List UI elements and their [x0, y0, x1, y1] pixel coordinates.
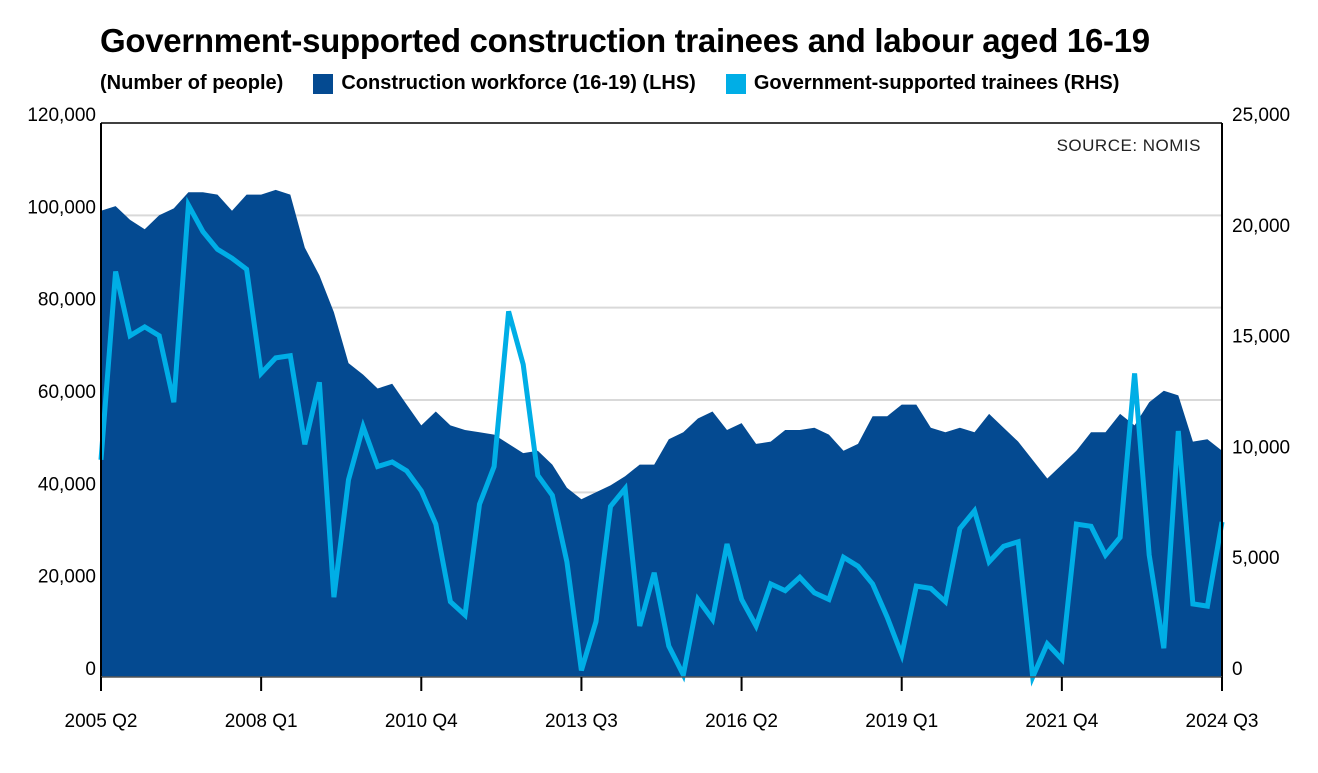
legend-swatch-trainees — [725, 73, 746, 94]
y-right-tick-label: 10,000 — [1232, 437, 1290, 458]
legend-label-trainees: Government-supported trainees (RHS) — [753, 72, 1120, 94]
y-right-tick-label: 15,000 — [1232, 327, 1290, 348]
x-tick-label: 2005 Q2 — [65, 711, 138, 732]
x-tick-label: 2016 Q2 — [705, 711, 778, 732]
y-left-tick-label: 0 — [85, 659, 96, 680]
y-left-tick-label: 20,000 — [38, 567, 96, 588]
y-right-tick-label: 5,000 — [1232, 548, 1280, 569]
legend-item-trainees: Government-supported trainees (RHS) — [725, 72, 1120, 95]
plot-frame — [100, 122, 1223, 691]
y-axis-left: 0 20,000 40,000 60,000 80,000 100,000 120,000 — [27, 105, 96, 680]
y-left-tick-label: 80,000 — [38, 290, 96, 311]
x-tick-label: 2013 Q3 — [545, 711, 618, 732]
y-right-tick-label: 20,000 — [1232, 216, 1290, 237]
y-left-tick-label: 100,000 — [27, 197, 96, 218]
y-left-tick-label: 40,000 — [38, 474, 96, 495]
source-note: SOURCE: NOMIS — [1057, 136, 1201, 155]
legend-label-workforce: Construction workforce (16-19) (LHS) — [341, 72, 696, 94]
chart-title: Government-supported construction traine… — [100, 22, 1150, 59]
x-axis: 2005 Q2 2008 Q1 2010 Q4 2013 Q3 2016 Q2 2019 … — [65, 677, 1259, 732]
x-tick-label: 2008 Q1 — [225, 711, 298, 732]
x-tick-label: 2010 Q4 — [385, 711, 458, 732]
unit-label: (Number of people) — [100, 72, 284, 94]
trainees-line — [98, 196, 1225, 687]
legend-item-workforce: Construction workforce (16-19) (LHS) — [313, 72, 696, 95]
workforce-area — [101, 189, 1222, 677]
chart-legend: (Number of people) Construction workforc… — [100, 72, 1149, 95]
legend-swatch-workforce — [313, 73, 334, 94]
x-tick-label: 2019 Q1 — [865, 711, 938, 732]
y-right-tick-label: 0 — [1232, 659, 1243, 680]
y-left-tick-label: 120,000 — [27, 105, 96, 126]
y-axis-right: 0 5,000 10,000 15,000 20,000 25,000 — [1232, 105, 1290, 680]
x-tick-label: 2021 Q4 — [1025, 711, 1098, 732]
y-left-tick-label: 60,000 — [38, 382, 96, 403]
y-right-tick-label: 25,000 — [1232, 105, 1290, 126]
x-tick-label: 2024 Q3 — [1186, 711, 1259, 732]
